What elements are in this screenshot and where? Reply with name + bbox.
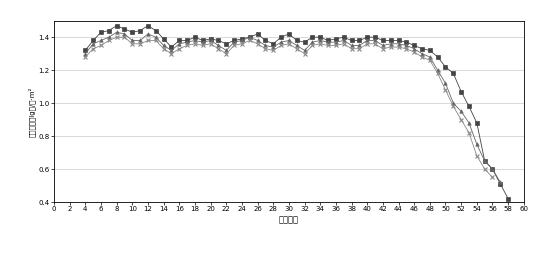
首代细胞 <box>246 36 253 39</box>
原代细胞 <box>505 197 511 200</box>
原代细胞 <box>465 105 472 108</box>
Line: 二传细胞: 二传细胞 <box>84 35 494 179</box>
原代细胞 <box>497 182 503 185</box>
二传细胞 <box>348 47 355 50</box>
二传细胞 <box>113 36 120 39</box>
二传细胞 <box>325 44 331 47</box>
原代细胞 <box>82 49 89 52</box>
首代细胞 <box>372 39 378 42</box>
首代细胞 <box>340 39 347 42</box>
二传细胞 <box>82 55 89 59</box>
首代细胞 <box>160 44 167 47</box>
Line: 原代细胞: 原代细胞 <box>84 24 510 200</box>
二传细胞 <box>489 176 496 179</box>
X-axis label: 细胞代次: 细胞代次 <box>279 215 299 224</box>
原代细胞 <box>192 36 198 39</box>
Y-axis label: 细胞密度（lg）/个·m²: 细胞密度（lg）/个·m² <box>28 86 36 136</box>
二传细胞 <box>333 44 339 47</box>
首代细胞 <box>82 52 89 55</box>
原代细胞 <box>168 46 175 49</box>
二传细胞 <box>200 44 206 47</box>
首代细胞 <box>317 39 323 42</box>
原代细胞 <box>246 36 253 39</box>
原代细胞 <box>113 24 120 27</box>
原代细胞 <box>137 29 144 32</box>
二传细胞 <box>450 105 457 108</box>
首代细胞 <box>333 41 339 44</box>
首代细胞 <box>497 181 503 184</box>
Line: 首代细胞: 首代细胞 <box>84 31 502 184</box>
二传细胞 <box>403 47 409 50</box>
首代细胞 <box>113 31 120 34</box>
